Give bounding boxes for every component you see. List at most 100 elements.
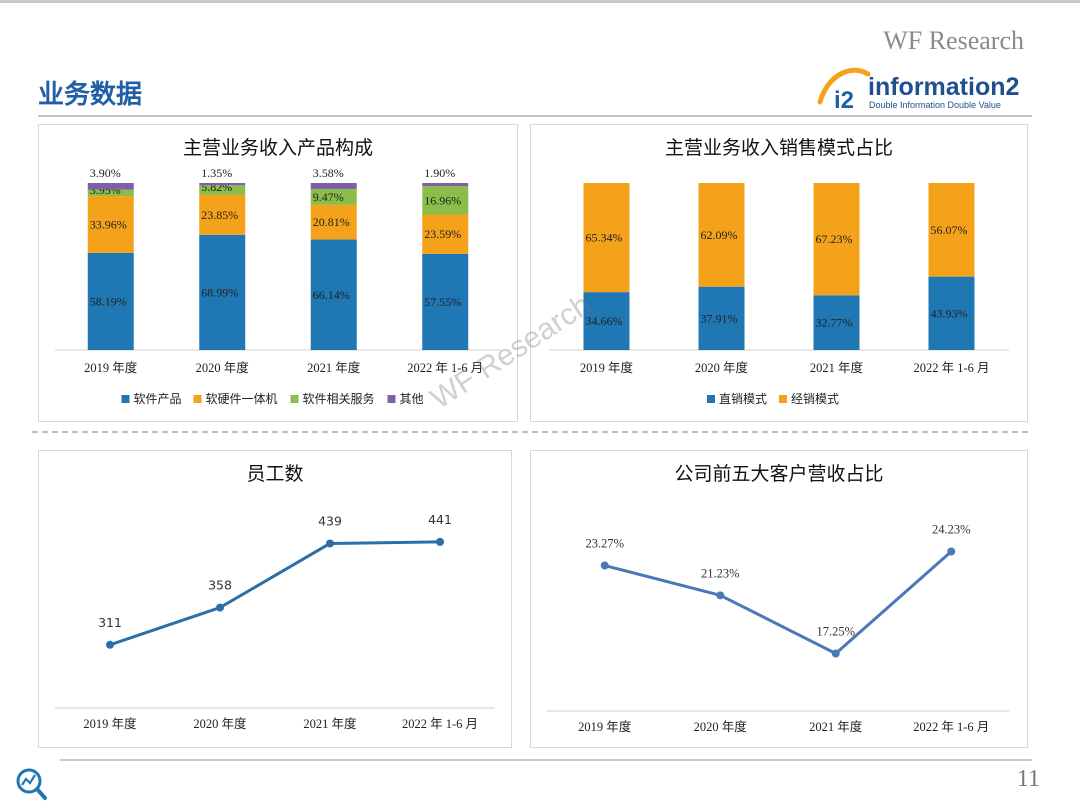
legend-label: 经销模式 <box>791 392 839 406</box>
bar-segment <box>928 276 975 350</box>
data-label: 33.96% <box>90 217 127 231</box>
data-label: 16.96% <box>424 193 461 207</box>
x-tick-label: 2019 年度 <box>580 360 634 375</box>
bar-segment <box>87 252 134 350</box>
chart-panel-employees: 员工数 311 358 439 441 2019 年度 2020 年度 2021 年度 2022… <box>38 450 512 748</box>
x-tick-label: 2021 年度 <box>809 719 863 734</box>
data-label: 358 <box>208 578 232 593</box>
section-divider <box>32 431 1028 433</box>
x-tick-label: 2022 年 1-6 月 <box>407 361 483 375</box>
data-label: 1.90% <box>424 166 455 180</box>
x-tick-label: 2020 年度 <box>695 360 749 375</box>
chart-title: 主营业务收入销售模式占比 <box>665 137 893 159</box>
bar-segment <box>422 183 469 187</box>
chart-panel-product-mix: 主营业务收入产品构成 58.19% 33.96% 3.95% 3.90% 2019 年度 6… <box>38 124 518 422</box>
data-point <box>716 591 725 600</box>
page-number: 11 <box>1016 766 1040 792</box>
top5-customers-chart: 公司前五大客户营收占比 23.27% 21.23% 17.25% 24.23% 2019 … <box>547 463 1009 734</box>
x-tick-label: 2019 年度 <box>578 719 632 734</box>
legend-label: 其他 <box>400 392 424 406</box>
legend-label: 软件相关服务 <box>303 391 375 406</box>
bar-segment <box>583 183 630 293</box>
data-point <box>947 547 956 556</box>
series-line <box>604 550 953 655</box>
data-label: 23.59% <box>424 227 461 241</box>
data-label: 1.35% <box>201 166 232 180</box>
legend-swatch <box>193 395 202 403</box>
legend-label: 直销模式 <box>719 392 767 406</box>
x-tick-label: 2021 年度 <box>307 360 361 375</box>
x-tick-label: 2019 年度 <box>84 360 138 375</box>
sales-mode-chart: 主营业务收入销售模式占比 34.66% 65.34% 2019 年度 37.91% 62.… <box>549 137 1009 406</box>
x-tick-label: 2022 年 1-6 月 <box>402 717 478 731</box>
legend-swatch <box>121 395 130 403</box>
x-tick-label: 2021 年度 <box>810 360 864 375</box>
data-label: 439 <box>318 513 342 528</box>
legend-swatch <box>387 395 396 403</box>
data-point <box>326 539 334 548</box>
x-tick-label: 2020 年度 <box>694 719 748 734</box>
bar-segment <box>422 214 469 254</box>
bar-segment <box>199 194 246 235</box>
bar-segment <box>813 183 860 296</box>
series-line <box>109 540 441 647</box>
bar-segment <box>87 189 134 197</box>
data-label: 56.07% <box>931 223 968 237</box>
x-tick-label: 2020 年度 <box>193 716 247 731</box>
bar-segment <box>422 186 469 215</box>
data-label: 9.47% <box>313 190 344 204</box>
legend-swatch <box>290 395 299 403</box>
data-label: 58.19% <box>90 294 127 308</box>
logo-swoosh-icon <box>817 67 871 105</box>
data-label: 3.58% <box>313 166 344 180</box>
bar-segment <box>422 253 469 350</box>
x-tick-label: 2021 年度 <box>303 716 357 731</box>
chart-panel-sales-mode: 主营业务收入销售模式占比 34.66% 65.34% 2019 年度 37.91% 62.… <box>530 124 1028 422</box>
header-rule <box>38 115 1032 117</box>
data-label: 17.25% <box>816 625 855 639</box>
data-label: 23.85% <box>201 208 238 222</box>
data-label: 32.77% <box>816 316 853 330</box>
bar-segment <box>310 188 357 205</box>
data-label: 62.09% <box>701 228 738 242</box>
data-label: 5.82% <box>201 180 232 194</box>
employees-chart: 员工数 311 358 439 441 2019 年度 2020 年度 2021 年度 2022… <box>55 463 495 731</box>
x-tick-label: 2019 年度 <box>83 716 137 731</box>
data-point <box>216 603 224 612</box>
bar-segment <box>199 185 246 195</box>
search-chart-icon <box>16 768 47 800</box>
chart-title: 公司前五大客户营收占比 <box>674 463 883 485</box>
bar-segment <box>813 295 860 350</box>
x-tick-label: 2020 年度 <box>196 360 250 375</box>
bar-segment <box>310 239 357 350</box>
data-label: 67.23% <box>816 232 853 246</box>
chart-panel-top5-customers: 公司前五大客户营收占比 23.27% 21.23% 17.25% 24.23% 2019 … <box>530 450 1028 748</box>
bar-segment <box>583 292 630 350</box>
bar-segment <box>310 183 357 189</box>
bar-segment <box>199 234 246 350</box>
data-label: 65.34% <box>586 231 623 245</box>
data-point <box>436 537 444 546</box>
legend-label: 软件产品 <box>134 392 182 406</box>
data-label: 66.14% <box>313 288 350 302</box>
data-label: 3.90% <box>90 166 121 180</box>
chart-title: 主营业务收入产品构成 <box>183 137 373 159</box>
logo-wordmark: information2 <box>868 73 1019 101</box>
data-point <box>600 561 609 570</box>
bar-segment <box>698 286 745 350</box>
bar-segment <box>928 183 975 277</box>
data-label: 68.99% <box>201 285 238 299</box>
bottom-rule <box>60 759 1032 761</box>
data-label: 24.23% <box>932 522 971 536</box>
page-title: 业务数据 <box>38 80 143 110</box>
data-label: 34.66% <box>586 314 623 328</box>
data-point <box>831 649 840 658</box>
chart-title: 员工数 <box>246 463 303 485</box>
data-label: 57.55% <box>424 295 461 309</box>
top-rule <box>0 0 1080 3</box>
svg-text:i2: i2 <box>834 87 854 114</box>
legend-swatch <box>707 395 715 403</box>
x-tick-label: 2022 年 1-6 月 <box>913 720 989 734</box>
data-label: 43.93% <box>931 306 968 320</box>
